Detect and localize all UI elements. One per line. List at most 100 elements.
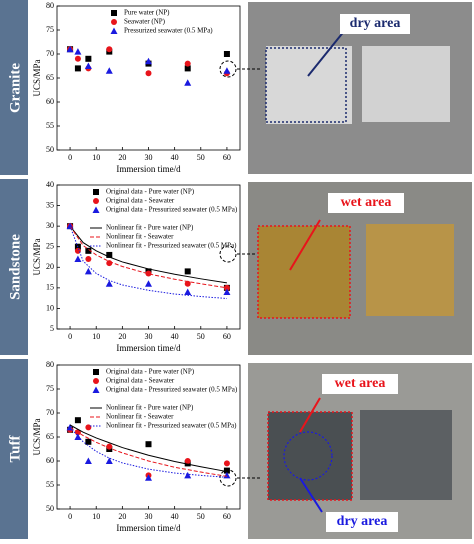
marker [84, 62, 92, 69]
marker [74, 255, 82, 263]
y-tick-label: 55 [46, 480, 54, 489]
legend-label: Nonlinear fit - Seawater [106, 413, 174, 421]
marker [74, 417, 81, 424]
marker [223, 67, 231, 74]
x-tick-label: 40 [171, 512, 179, 521]
marker [145, 57, 152, 65]
legend-label: Pressurized seawater (0.5 MPa) [124, 27, 213, 35]
row-label: Tuff [7, 435, 23, 463]
marker [74, 247, 81, 254]
y-tick-label: 75 [46, 384, 54, 393]
marker [106, 443, 113, 450]
annotation: wet area [341, 195, 392, 210]
marker [145, 70, 152, 77]
y-tick-label: 5 [50, 324, 54, 333]
y-tick-label: 65 [46, 432, 54, 441]
x-tick-label: 0 [68, 512, 72, 521]
marker [105, 457, 113, 464]
marker [184, 79, 192, 86]
legend-label: Original data - Seawater [106, 377, 175, 385]
x-tick-label: 20 [118, 512, 126, 521]
marker [145, 270, 152, 277]
x-tick-label: 10 [92, 512, 100, 521]
marker [85, 438, 92, 445]
annotation: wet area [335, 376, 386, 391]
x-tick-label: 20 [118, 153, 126, 162]
x-tick-label: 10 [92, 332, 100, 341]
y-tick-label: 35 [46, 200, 54, 209]
legend-label: Original data - Pressurized seawater (0.… [106, 386, 238, 394]
marker [111, 19, 117, 25]
y-tick-label: 25 [46, 242, 54, 251]
marker [106, 260, 113, 267]
x-tick-label: 30 [145, 512, 153, 521]
marker [84, 267, 92, 275]
y-tick-label: 60 [46, 97, 54, 106]
legend-label: Original data - Pure water (NP) [106, 188, 195, 196]
marker [85, 247, 92, 254]
y-axis-label: UCS/MPa [32, 238, 42, 275]
x-tick-label: 50 [197, 153, 205, 162]
marker [110, 27, 118, 34]
marker [93, 369, 99, 375]
y-tick-label: 60 [46, 456, 54, 465]
x-tick-label: 60 [223, 512, 231, 521]
legend-label: Nonlinear fit - Pressurized seawater (0.… [106, 242, 237, 250]
marker [184, 60, 191, 67]
y-tick-label: 20 [46, 262, 54, 271]
marker [93, 378, 99, 384]
x-tick-label: 60 [223, 153, 231, 162]
fit-line [69, 225, 228, 289]
marker [74, 48, 82, 55]
x-tick-label: 40 [171, 332, 179, 341]
marker [66, 45, 74, 53]
legend-label: Nonlinear fit - Pure water (NP) [106, 404, 194, 412]
marker [223, 288, 231, 295]
marker [74, 55, 81, 62]
fit-line [69, 225, 228, 284]
y-tick-label: 80 [46, 360, 54, 369]
x-tick-label: 50 [197, 332, 205, 341]
fit-line [69, 225, 227, 300]
marker [84, 457, 92, 464]
marker [184, 288, 192, 295]
y-tick-label: 15 [46, 283, 54, 292]
row-label: Sandstone [7, 234, 23, 300]
x-tick-label: 0 [68, 153, 72, 162]
y-tick-label: 10 [46, 303, 54, 312]
marker [111, 10, 117, 16]
marker [184, 268, 191, 275]
marker [85, 55, 92, 62]
fit-line [69, 427, 227, 478]
x-tick-label: 40 [171, 153, 179, 162]
row-label: Granite [7, 63, 23, 113]
legend-label: Pure water (NP) [124, 9, 170, 17]
x-axis-label: Immersion time/d [116, 343, 181, 353]
x-axis-label: Immersion time/d [116, 523, 181, 533]
marker [85, 424, 92, 431]
y-tick-label: 55 [46, 121, 54, 130]
y-tick-label: 50 [46, 504, 54, 513]
marker [105, 280, 113, 287]
marker [145, 441, 152, 448]
x-tick-label: 0 [68, 332, 72, 341]
legend-label: Nonlinear fit - Pressurized seawater (0.… [106, 422, 237, 430]
annotation: dry area [337, 514, 388, 529]
x-tick-label: 30 [145, 332, 153, 341]
marker [106, 251, 113, 258]
y-tick-label: 50 [46, 145, 54, 154]
label-strip [0, 359, 28, 539]
y-tick-label: 80 [46, 1, 54, 10]
fit-line [69, 426, 228, 477]
marker [223, 51, 230, 57]
y-axis-label: UCS/MPa [32, 418, 42, 455]
legend-label: Seawater (NP) [124, 18, 166, 26]
marker [184, 471, 192, 479]
marker [184, 458, 191, 464]
legend-label: Nonlinear fit - Pure water (NP) [106, 224, 194, 232]
x-tick-label: 50 [197, 512, 205, 521]
y-tick-label: 70 [46, 408, 54, 417]
marker [74, 65, 81, 72]
marker [184, 65, 191, 72]
